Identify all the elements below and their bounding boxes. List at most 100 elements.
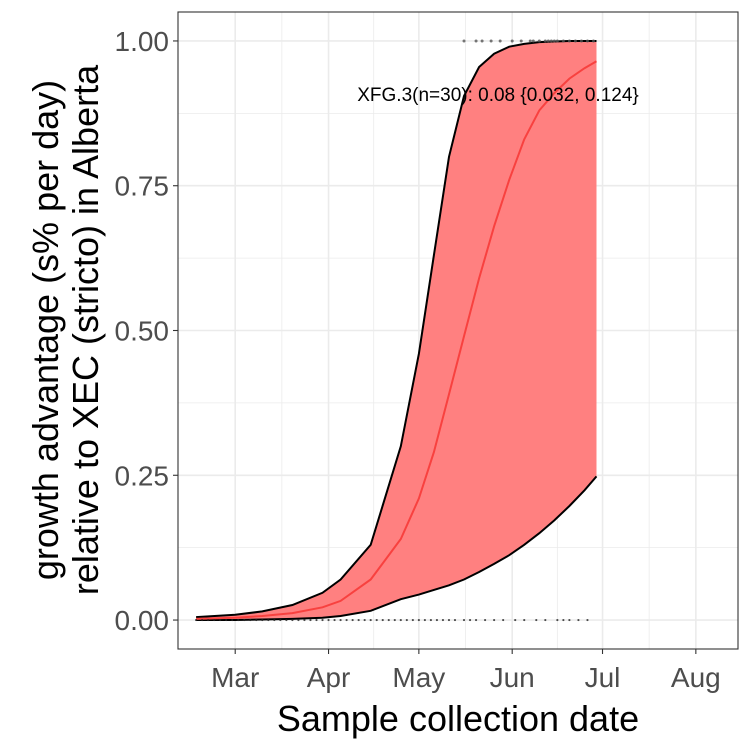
observation-point	[423, 618, 426, 622]
observation-point	[357, 618, 360, 622]
observation-point	[291, 618, 294, 622]
observation-point	[267, 618, 270, 622]
observation-point	[321, 618, 324, 622]
observation-point	[579, 39, 583, 43]
x-tick-label: Apr	[307, 662, 351, 693]
y-tick-label: 0.25	[115, 460, 170, 491]
observation-point	[249, 618, 252, 622]
observation-point	[309, 618, 312, 622]
fitted-mean-line	[196, 60, 598, 620]
observation-point	[411, 618, 414, 622]
observation-point	[573, 39, 577, 43]
observation-point	[243, 618, 246, 622]
lower-bound-line	[196, 475, 598, 621]
observation-point	[468, 618, 472, 622]
y-tick-label: 1.00	[115, 26, 170, 57]
observation-point	[480, 39, 484, 43]
observation-point	[339, 618, 342, 622]
y-axis-title-line-1: growth advantage (s% per day)	[25, 80, 66, 580]
observation-point	[531, 39, 535, 43]
observation-point	[351, 618, 354, 622]
observation-point	[546, 39, 550, 43]
observation-point	[333, 618, 336, 622]
observation-point	[363, 618, 366, 622]
observation-point	[562, 618, 565, 622]
ticks-layer: 0.00 0.25 0.50 0.75 1.00 Mar Apr May Jun Jul Aug	[115, 26, 721, 693]
y-tick-label: 0.75	[115, 171, 170, 202]
observation-point	[474, 39, 478, 43]
observation-point	[375, 618, 378, 622]
observation-point	[447, 618, 451, 622]
observation-point	[544, 618, 547, 622]
observation-point	[567, 39, 571, 43]
observation-point	[519, 39, 523, 43]
x-tick-label: Mar	[211, 662, 259, 693]
y-axis-title-line-2: relative to XEC (stricto) in Alberta	[65, 64, 106, 595]
observation-point	[556, 618, 559, 622]
observation-point	[462, 618, 466, 622]
observation-point	[535, 618, 538, 622]
observation-point	[585, 39, 589, 43]
observation-point	[453, 618, 457, 622]
observation-point	[493, 618, 496, 622]
x-axis-title: Sample collection date	[277, 698, 639, 739]
observation-point	[514, 618, 517, 622]
observation-point	[462, 39, 466, 43]
observation-point	[381, 618, 384, 622]
observation-point	[549, 39, 553, 43]
x-tick-label: Jun	[490, 662, 535, 693]
observation-point	[568, 618, 571, 622]
observation-point	[537, 39, 541, 43]
observation-point	[555, 39, 559, 43]
observation-point	[577, 618, 580, 622]
observation-point	[327, 618, 330, 622]
observation-point	[387, 618, 390, 622]
observation-point	[498, 39, 502, 43]
observation-point	[194, 618, 198, 622]
observation-point	[489, 39, 493, 43]
observation-point	[483, 618, 487, 622]
observation-point	[231, 618, 234, 622]
observation-point	[273, 618, 276, 622]
fit-annotation: XFG.3(n=30): 0.08 {0.032, 0.124}	[357, 85, 639, 106]
observation-point	[279, 618, 282, 622]
x-tick-label: Aug	[671, 662, 721, 693]
observation-point	[441, 618, 445, 622]
observation-point	[429, 618, 433, 622]
observation-point	[200, 618, 204, 622]
observation-point	[510, 39, 514, 43]
observation-point	[405, 618, 408, 622]
y-tick-label: 0.00	[115, 605, 170, 636]
observation-point	[207, 618, 210, 622]
observation-point	[502, 618, 505, 622]
observation-point	[586, 618, 589, 622]
observation-point	[417, 618, 420, 622]
points-layer	[194, 39, 595, 622]
observation-point	[393, 618, 396, 622]
observation-point	[523, 618, 526, 622]
observation-point	[261, 618, 264, 622]
observation-point	[237, 618, 240, 622]
x-tick-label: Jul	[585, 662, 621, 693]
y-tick-label: 0.50	[115, 316, 170, 347]
observation-point	[219, 618, 222, 622]
observation-point	[255, 618, 258, 622]
observation-point	[225, 618, 228, 622]
observation-point	[528, 39, 532, 43]
observation-point	[435, 618, 439, 622]
observation-point	[474, 618, 478, 622]
observation-point	[543, 39, 547, 43]
observation-point	[285, 618, 288, 622]
observation-point	[213, 618, 216, 622]
observation-point	[315, 618, 318, 622]
observation-point	[399, 618, 402, 622]
observation-point	[591, 39, 595, 43]
x-tick-label: May	[392, 662, 445, 693]
observation-point	[552, 39, 556, 43]
confidence-ribbon	[196, 41, 597, 620]
observation-point	[369, 618, 372, 622]
observation-point	[561, 39, 565, 43]
